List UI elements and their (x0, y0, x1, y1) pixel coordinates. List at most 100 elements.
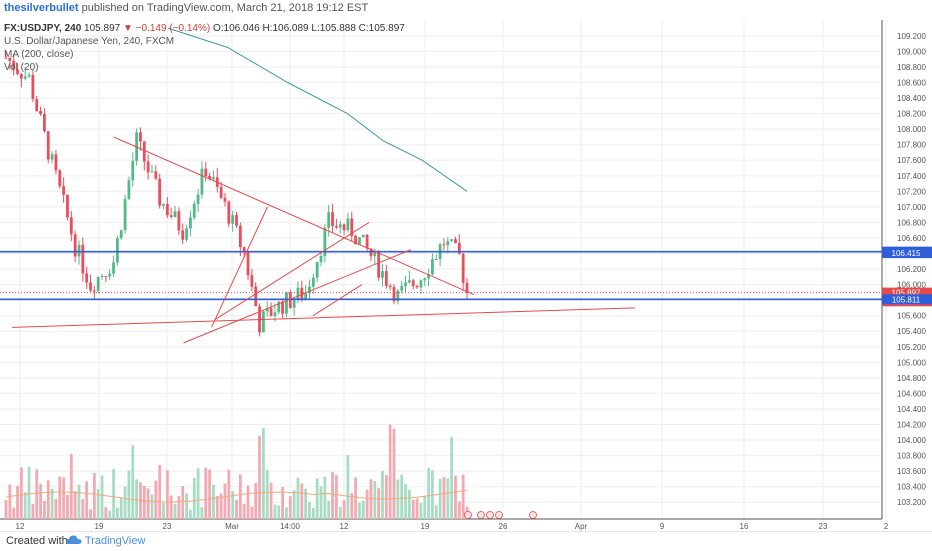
candle-body (384, 271, 388, 286)
volume-bar (308, 501, 311, 519)
volume-bar (196, 468, 200, 519)
candle-body (288, 292, 292, 308)
chart-legend: FX:USDJPY, 240 105.897 ▼ −0.149 (−0.14%)… (4, 22, 405, 74)
candle-body (354, 235, 357, 245)
candle-body (423, 278, 427, 281)
y-tick-label: 106.000 (897, 281, 926, 290)
candle-body (454, 239, 457, 243)
instrument-name[interactable]: U.S. Dollar/Japanese Yen, 240, FXCM (4, 36, 175, 47)
candle-body (200, 168, 204, 195)
candle-body (196, 194, 200, 204)
candle-body (223, 197, 227, 202)
price-badge (882, 294, 932, 305)
volume-bar (77, 484, 81, 519)
candle-body (388, 285, 392, 288)
candle-body (69, 217, 73, 235)
candle-body (323, 227, 327, 256)
volume-bar (315, 478, 319, 519)
x-tick-label: 23 (819, 522, 828, 531)
volume-bar (135, 479, 139, 519)
y-tick-label: 107.200 (897, 187, 926, 196)
volume-bar (123, 486, 127, 519)
y-tick-label: 105.400 (897, 327, 926, 336)
candle-body (315, 262, 319, 278)
volume-bar (407, 489, 411, 519)
candle-body (154, 171, 158, 179)
ma-indicator[interactable]: MA (200, close) (4, 49, 74, 60)
x-tick-label: 9 (660, 522, 665, 531)
y-tick-label: 106.200 (897, 265, 926, 274)
price-badge-label: 105.811 (892, 295, 921, 304)
candle-body (250, 275, 254, 287)
candle-body (43, 113, 46, 132)
tradingview-logo[interactable]: TradingView (66, 535, 145, 547)
volume-ma-line (5, 490, 468, 503)
candle-body (100, 276, 104, 278)
event-marker-icon (486, 511, 494, 519)
volume-bar (177, 496, 181, 519)
candle-body (85, 273, 89, 283)
candle-body (192, 203, 196, 218)
candle-body (300, 287, 304, 300)
volume-bar (116, 507, 119, 519)
small-channel-trendline (312, 284, 363, 317)
lower-rising-long-trendline (11, 307, 636, 328)
chart-area[interactable]: 109.200 109.000 108.800 108.600 108.400 108.2… (0, 20, 932, 531)
candle-body (465, 282, 469, 293)
candle-body (150, 171, 154, 173)
candle-body (246, 252, 250, 276)
volume-bar (112, 469, 115, 519)
volume-bar (39, 483, 42, 519)
candle-body (227, 201, 231, 224)
candle-body (361, 234, 365, 238)
volume-bar (212, 484, 215, 519)
volume-bar (108, 510, 112, 519)
upper-descending-trendline (113, 136, 475, 296)
volume-bar (204, 467, 208, 519)
candle-body (4, 57, 8, 59)
y-tick-label: 105.000 (897, 358, 926, 367)
candle-body (281, 301, 284, 314)
volume-bar (381, 470, 384, 519)
price-badge (882, 287, 932, 298)
candle-body (277, 301, 281, 313)
candle-body (181, 230, 185, 240)
candle-body (407, 280, 411, 283)
y-tick-label: 108.600 (897, 79, 926, 88)
volume-bar (369, 479, 373, 519)
volume-bar (342, 500, 346, 519)
volume-bar (231, 491, 235, 519)
y-tick-label: 107.600 (897, 156, 926, 165)
high-value: H:106.089 (262, 23, 309, 34)
volume-bar (23, 492, 27, 519)
volume-bar (396, 479, 400, 519)
volume-bar (127, 470, 131, 519)
wedge-upper-trendline (214, 221, 370, 321)
candle-body (442, 244, 446, 246)
candle-body (162, 203, 165, 206)
volume-bar (334, 475, 338, 519)
candle-body (350, 218, 354, 236)
volume-bar (261, 428, 265, 519)
vol-indicator[interactable]: Vol (20) (4, 62, 39, 73)
volume-bar (377, 488, 381, 519)
price-chart[interactable]: 109.200 109.000 108.800 108.600 108.400 108.2… (0, 20, 932, 531)
volume-bar (450, 437, 454, 519)
volume-bar (150, 494, 154, 519)
x-tick-label: 12 (340, 522, 349, 531)
volume-bar (431, 470, 434, 519)
volume-bar (338, 506, 342, 519)
volume-bar (423, 496, 427, 519)
candle-body (177, 211, 181, 231)
y-tick-label: 105.200 (897, 343, 926, 352)
candle-body (131, 160, 135, 181)
candle-body (461, 253, 465, 283)
author-link[interactable]: thesilverbullet (4, 2, 79, 14)
candle-body (434, 258, 438, 260)
candle-body (392, 287, 396, 302)
x-tick-label: Apr (575, 522, 588, 531)
symbol[interactable]: FX:USDJPY, 240 (4, 23, 82, 34)
candle-body (92, 290, 96, 292)
volume-bar (457, 501, 461, 519)
volume-bar (319, 486, 323, 519)
